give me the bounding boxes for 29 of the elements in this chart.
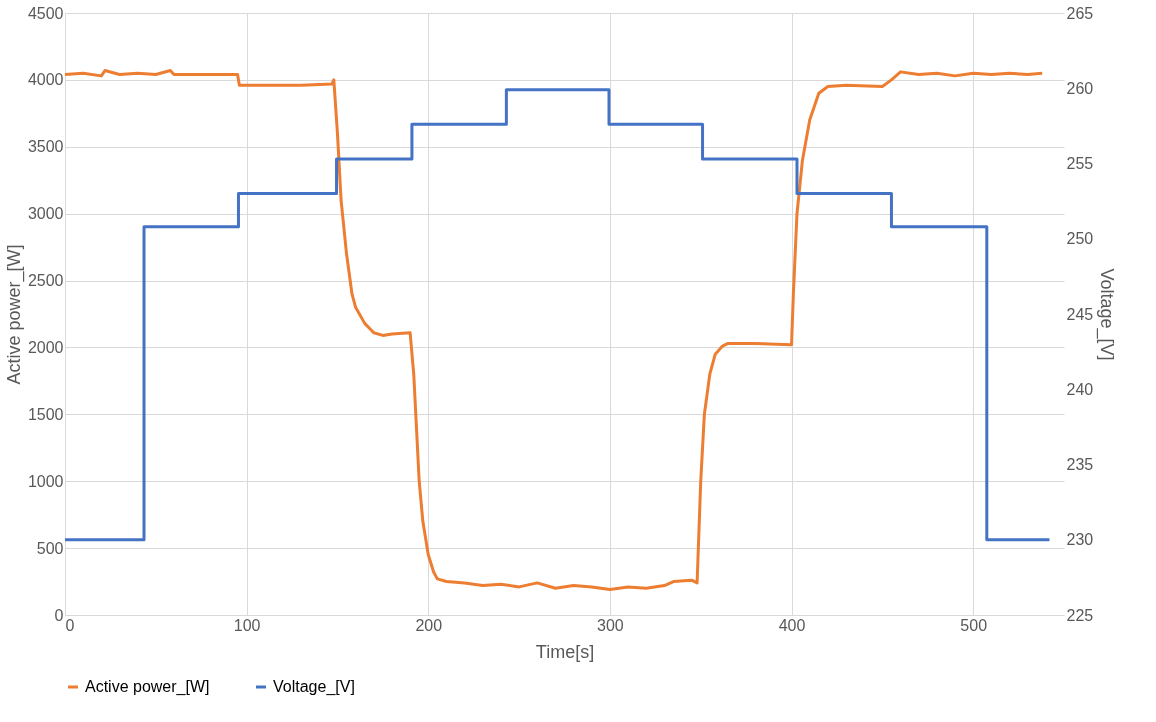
y2-tick-label: 265 (1066, 4, 1094, 22)
y2-tick-label: 240 (1066, 380, 1094, 398)
y-tick-label: 3000 (27, 205, 64, 223)
y2-tick-label: 260 (1066, 79, 1094, 97)
y-tick-label: 4500 (27, 4, 64, 22)
y2-tick-label: 250 (1066, 230, 1094, 248)
x-axis-title: Time[s] (535, 641, 595, 662)
y-tick-label: 4000 (27, 71, 64, 89)
legend-label: Active power_[W] (85, 678, 210, 696)
y-axis-title: Active power_[W] (3, 244, 25, 385)
y2-tick-label: 255 (1066, 155, 1094, 172)
x-tick-label: 300 (597, 616, 624, 634)
x-tick-label: 200 (415, 616, 443, 634)
y2-tick-label: 235 (1066, 456, 1094, 473)
x-tick-label: 400 (778, 616, 806, 634)
y-tick-label: 2500 (27, 272, 64, 290)
y2-tick-label: 230 (1066, 531, 1094, 549)
y2-tick-label: 225 (1066, 606, 1094, 624)
y2-tick-label: 245 (1066, 305, 1094, 323)
y-tick-label: 1500 (27, 405, 64, 423)
y2-axis-title: Voltage_[V] (1096, 268, 1118, 361)
y-tick-label: 3500 (27, 138, 64, 156)
x-tick-label: 100 (233, 616, 261, 634)
y-tick-label: 500 (36, 539, 64, 557)
y-tick-label: 2000 (27, 338, 64, 356)
x-tick-label: 500 (960, 616, 988, 634)
y-tick-label: 1000 (27, 472, 64, 490)
legend-label: Voltage_[V] (273, 678, 355, 696)
x-tick-label: 0 (65, 616, 75, 634)
